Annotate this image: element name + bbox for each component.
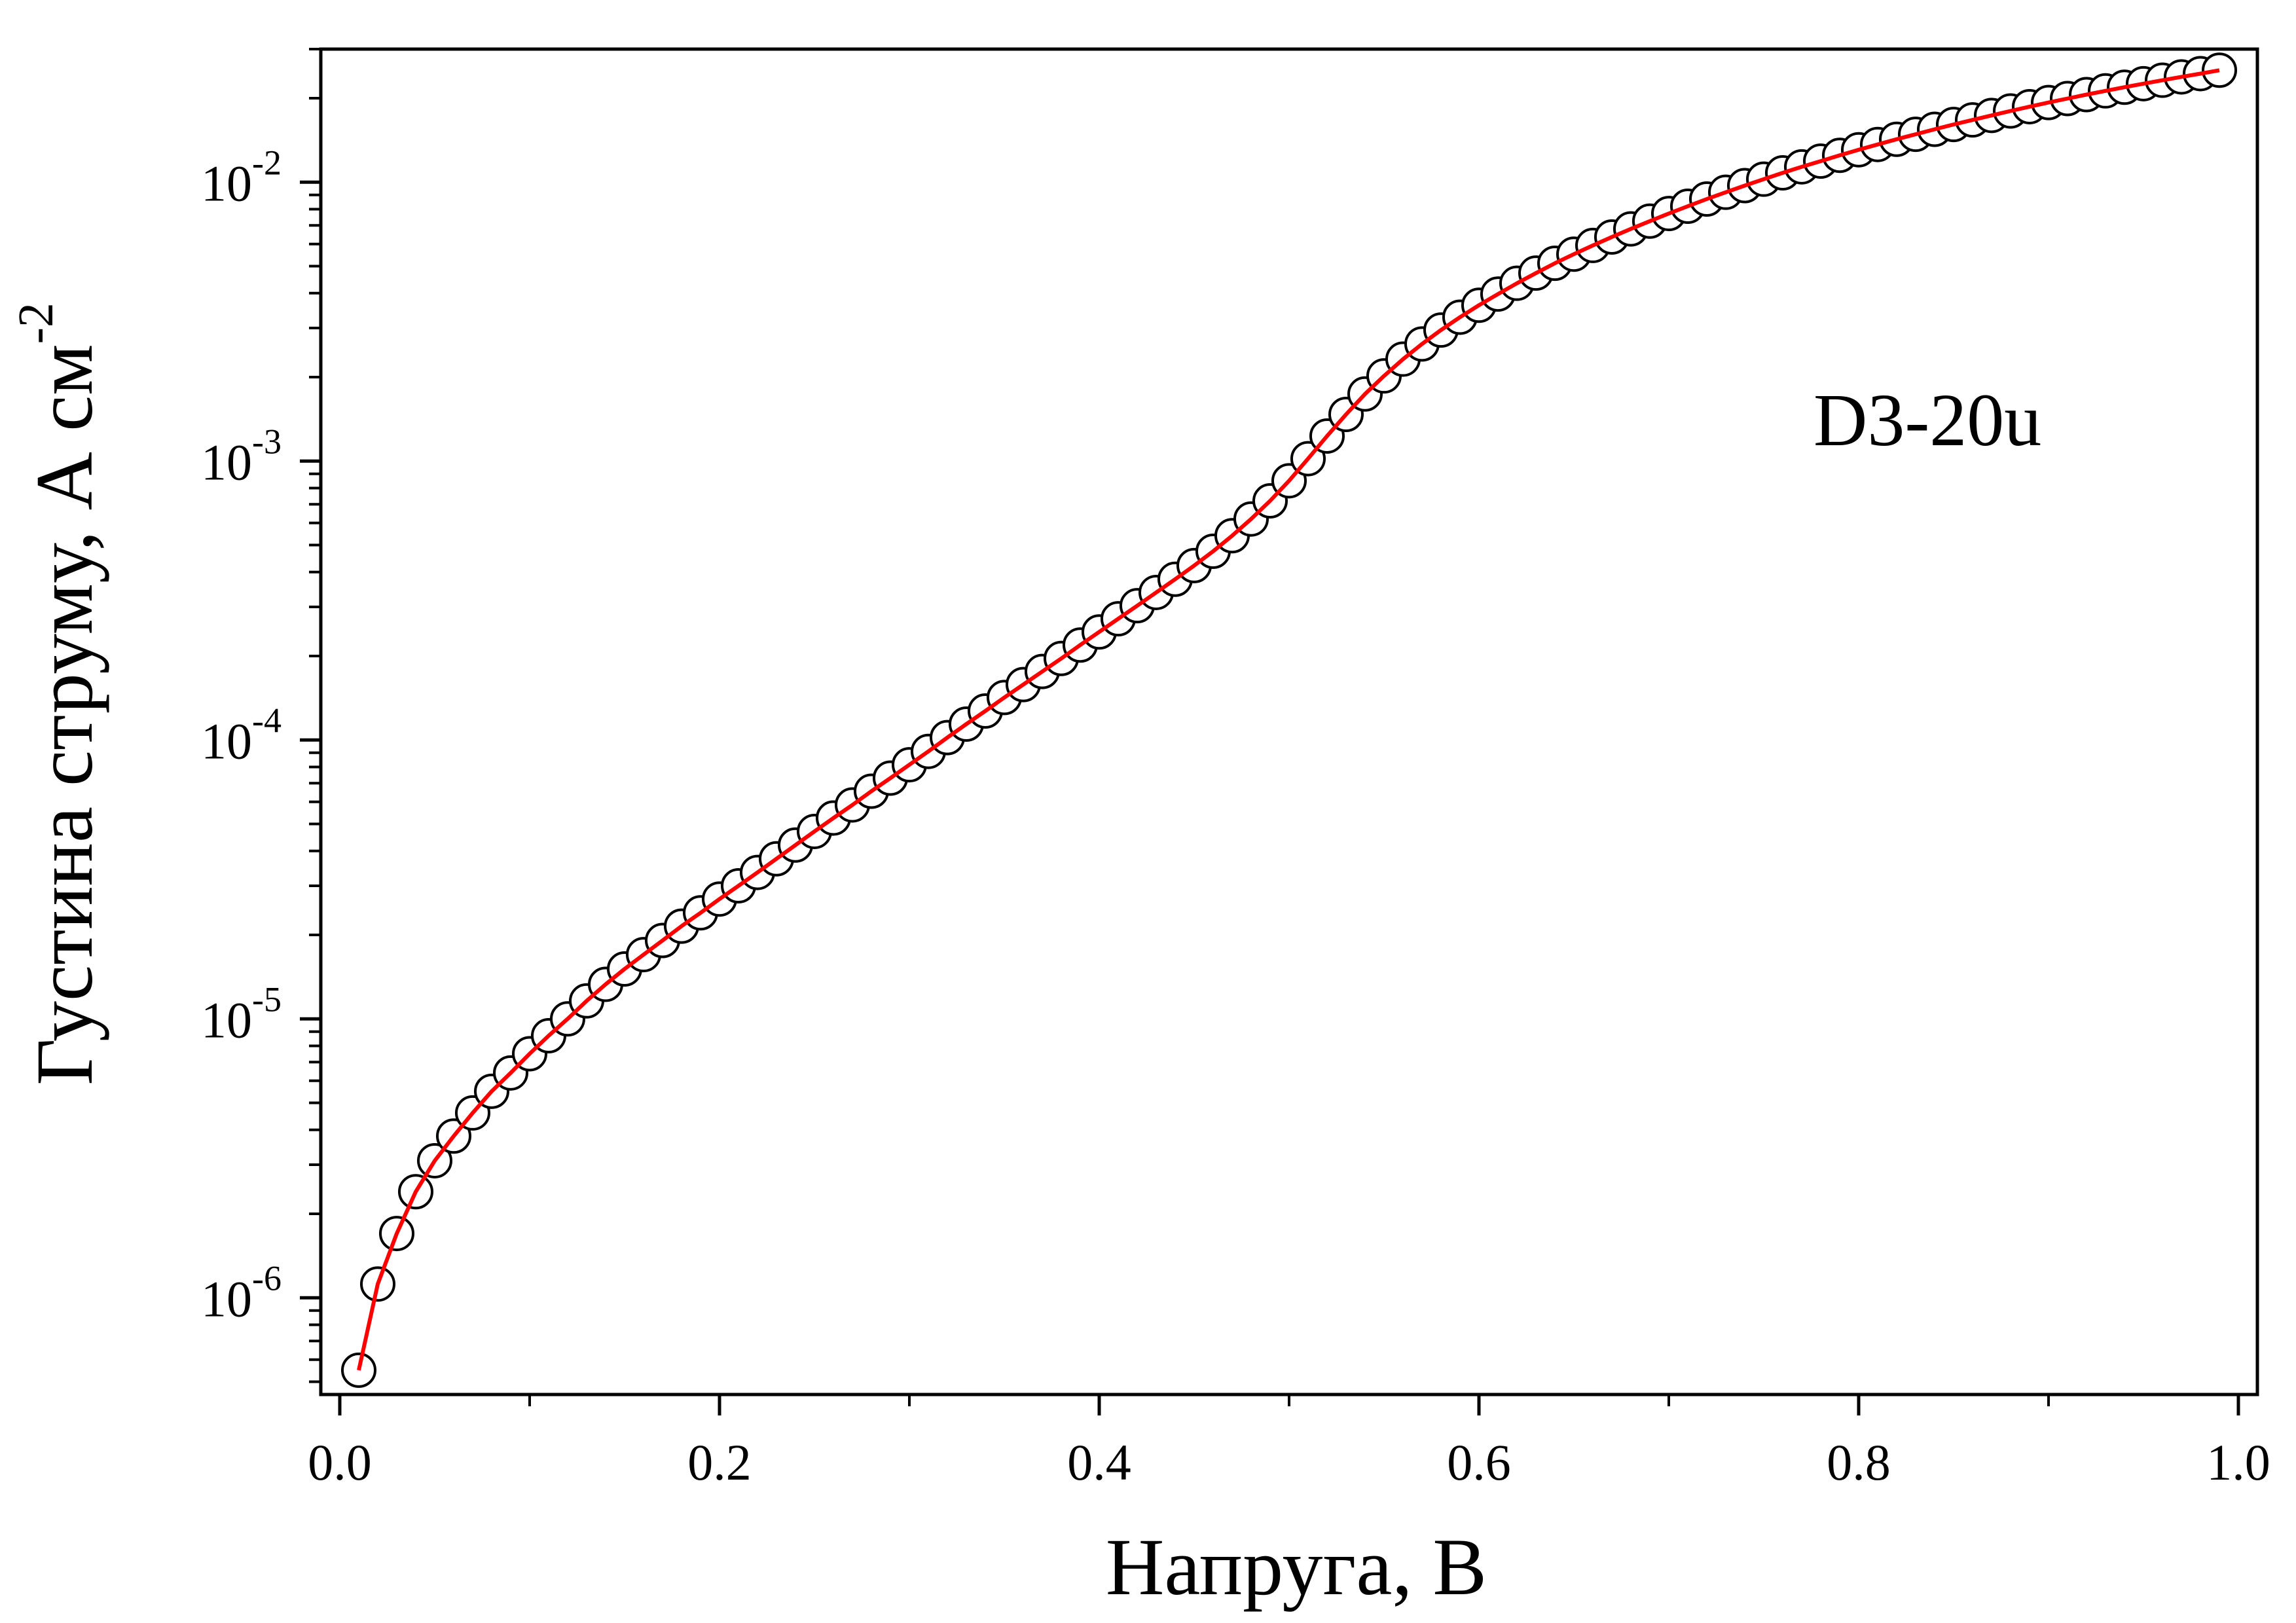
x-tick-label: 0.8 — [1827, 1434, 1891, 1491]
y-axis-title-text: Густина струму, А см — [20, 344, 109, 1085]
y-tick-label-exponent: -6 — [252, 1258, 282, 1298]
y-tick-label-base: 10 — [201, 155, 252, 211]
y-tick-label: 10-3 — [201, 422, 282, 490]
x-tick-label: 0.0 — [308, 1434, 372, 1491]
fit-line — [357, 68, 2220, 1371]
y-tick-label-exponent: -3 — [252, 422, 282, 461]
y-tick-labels: 10-610-510-410-310-2 — [201, 143, 282, 1327]
data-point — [2202, 52, 2237, 88]
sample-annotation: D3-20u — [1813, 378, 2041, 462]
x-tick-label: 0.6 — [1447, 1434, 1511, 1491]
y-tick-label: 10-6 — [201, 1258, 282, 1327]
y-tick-label-exponent: -4 — [252, 701, 282, 740]
x-axis-title: Напруга, В — [1106, 1522, 1487, 1612]
minor-ticks — [309, 48, 2050, 1406]
y-tick-label: 10-5 — [201, 979, 282, 1048]
y-tick-label: 10-4 — [201, 701, 282, 769]
y-tick-label-base: 10 — [201, 991, 252, 1048]
svg-text:Густина струму, А см-2: Густина струму, А см-2 — [9, 302, 109, 1085]
plot-frame — [319, 47, 2259, 1396]
major-ticks — [300, 180, 2240, 1415]
x-tick-label: 1.0 — [2206, 1434, 2270, 1491]
y-tick-label-base: 10 — [201, 1270, 252, 1327]
x-tick-labels: 0.0 0.2 0.4 0.6 0.8 1.0 — [308, 1434, 2270, 1491]
y-tick-label: 10-2 — [201, 143, 282, 211]
y-tick-label-base: 10 — [201, 433, 252, 490]
y-tick-label-base: 10 — [201, 712, 252, 769]
x-tick-label: 0.4 — [1067, 1434, 1131, 1491]
y-tick-label-exponent: -2 — [252, 143, 282, 182]
y-tick-label-exponent: -5 — [252, 979, 282, 1019]
y-axis-title-exponent: -2 — [9, 302, 64, 344]
x-tick-label: 0.2 — [687, 1434, 752, 1491]
y-axis-title: Густина струму, А см-2 — [9, 302, 109, 1085]
